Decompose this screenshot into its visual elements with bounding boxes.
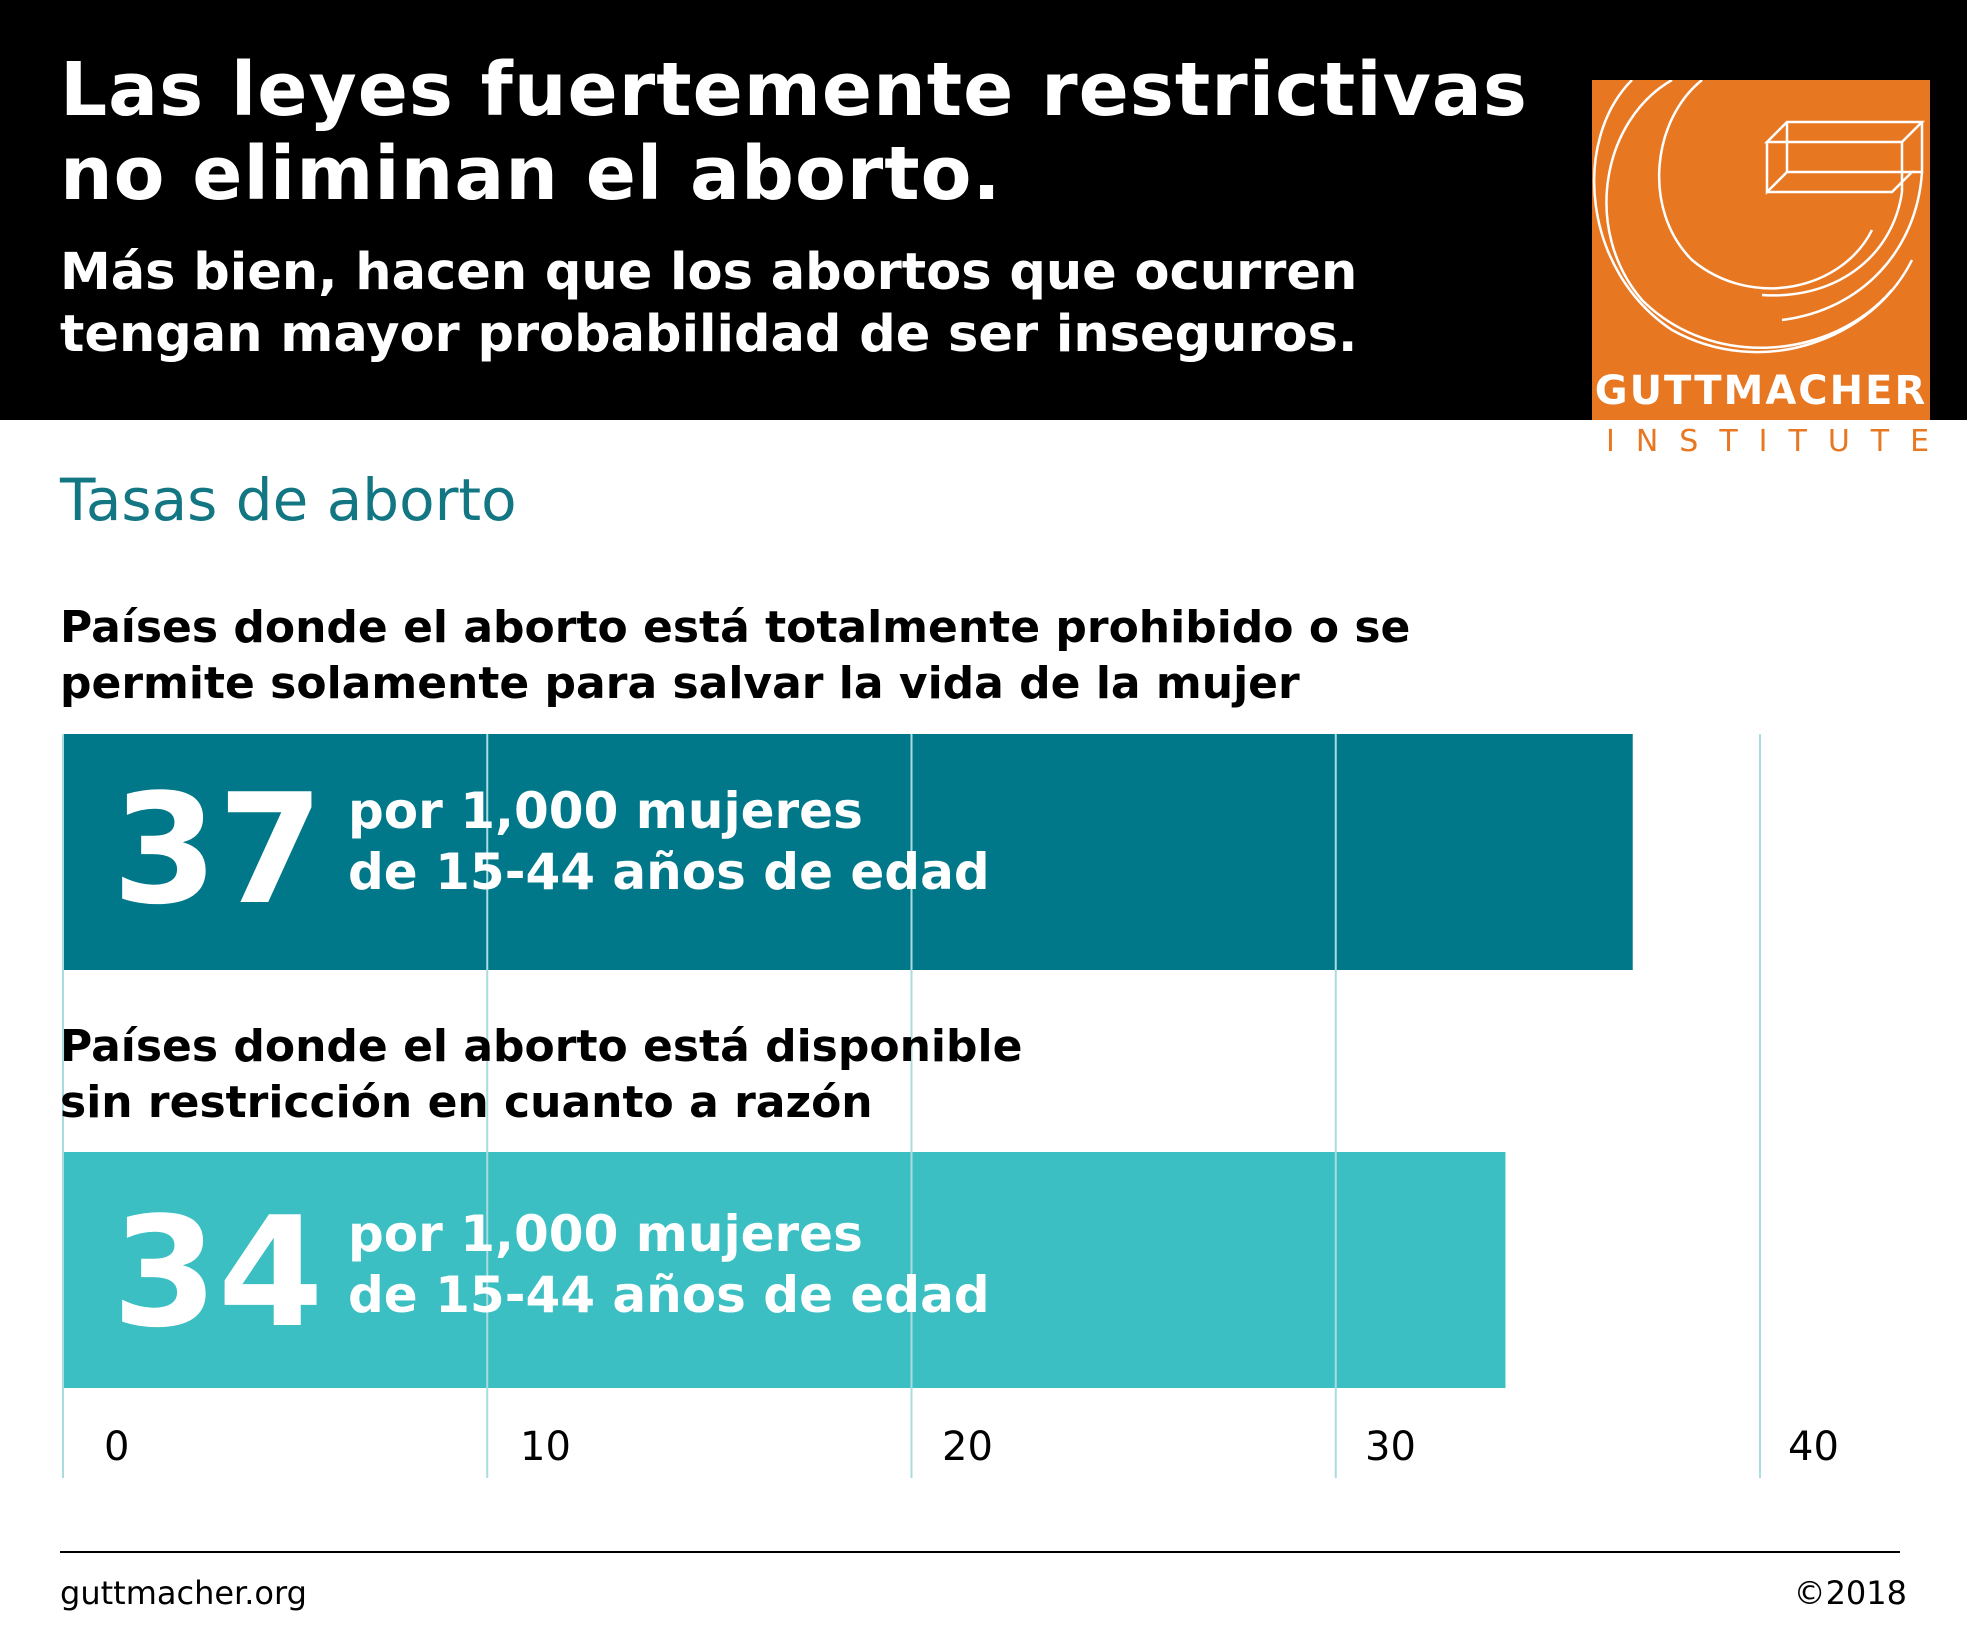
x-tick-label: 10 [520, 1424, 571, 1470]
bar-value-label-prohibited: 37 [112, 761, 324, 938]
category-label-unrestricted: Países donde el aborto está disponible s… [60, 1021, 1023, 1128]
bar-unit-label-unrestricted: por 1,000 mujeres de 15-44 años de edad [348, 1205, 990, 1324]
x-tick-label: 40 [1788, 1424, 1839, 1470]
bar-0 [63, 734, 1633, 970]
x-tick-label: 30 [1365, 1424, 1416, 1470]
page-title: Las leyes fuertemente restrictivas no el… [60, 47, 1528, 217]
page-subtitle: Más bien, hacen que los abortos que ocur… [60, 243, 1358, 364]
footer-rule [60, 1551, 1900, 1553]
x-tick-label: 20 [942, 1424, 993, 1470]
footer-copyright: ©2018 [1793, 1574, 1907, 1612]
header-banner: Las leyes fuertemente restrictivas no el… [0, 0, 1967, 420]
logo-subtitle: INSTITUTE [1606, 424, 1951, 459]
logo-name: GUTTMACHER [1594, 368, 1928, 414]
category-label-prohibited: Países donde el aborto está totalmente p… [60, 602, 1411, 709]
logo-mark-icon [1593, 80, 1926, 354]
footer-source: guttmacher.org [60, 1574, 307, 1612]
bar-1 [63, 1152, 1506, 1388]
bar-value-label-unrestricted: 34 [112, 1184, 324, 1361]
x-tick-label: 0 [104, 1424, 130, 1470]
chart-title: Tasas de aborto [60, 466, 517, 534]
guttmacher-logo: GUTTMACHER [1592, 80, 1930, 420]
bar-unit-label-prohibited: por 1,000 mujeres de 15-44 años de edad [348, 782, 990, 901]
